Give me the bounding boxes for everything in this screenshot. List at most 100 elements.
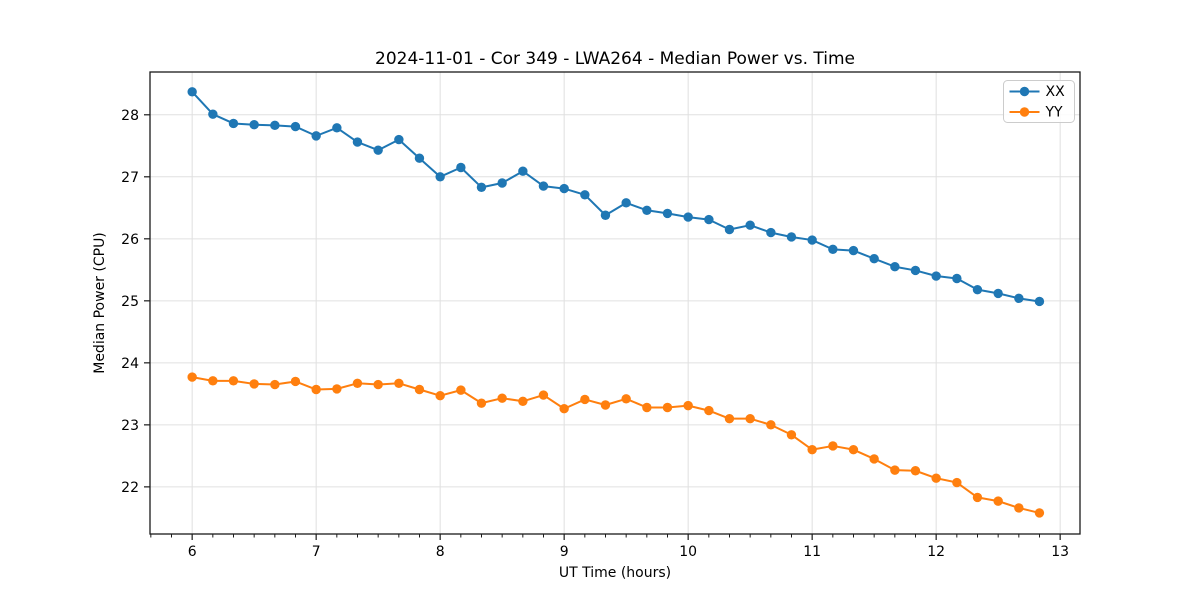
axis-ticks — [144, 114, 1061, 540]
data-point-YY — [1014, 503, 1024, 513]
x-axis-label: UT Time (hours) — [559, 565, 671, 581]
data-point-YY — [704, 405, 714, 416]
data-point-XX — [476, 182, 487, 193]
data-point-XX — [890, 262, 900, 272]
legend-label-XX: XX — [1046, 84, 1066, 100]
data-point-XX — [704, 214, 714, 225]
data-point-YY — [807, 444, 817, 455]
data-point-XX — [869, 253, 879, 264]
data-point-XX — [373, 145, 383, 155]
data-point-YY — [414, 384, 425, 395]
data-point-YY — [228, 376, 239, 386]
data-point-YY — [290, 376, 301, 387]
data-point-XX — [352, 137, 363, 147]
y-tick-label: 25 — [121, 294, 139, 310]
data-point-YY — [931, 473, 941, 483]
legend-sample-marker — [1019, 107, 1030, 117]
data-point-XX — [766, 227, 776, 238]
y-tick-label: 27 — [121, 170, 139, 186]
data-point-YY — [662, 402, 673, 413]
data-point-XX — [683, 212, 693, 222]
data-point-XX — [290, 121, 301, 132]
x-tick-label: 10 — [679, 544, 697, 560]
data-point-YY — [890, 465, 900, 475]
data-point-XX — [848, 245, 859, 256]
data-point-YY — [394, 378, 404, 389]
data-point-XX — [828, 244, 838, 255]
data-point-XX — [497, 178, 507, 188]
data-point-YY — [332, 384, 342, 394]
data-point-XX — [724, 224, 735, 235]
data-point-XX — [518, 166, 528, 176]
data-point-XX — [249, 120, 259, 130]
data-point-YY — [580, 394, 590, 405]
data-point-XX — [993, 288, 1003, 299]
data-point-YY — [497, 393, 507, 403]
x-tick-label: 7 — [312, 544, 321, 560]
series-line-YY — [191, 376, 1041, 514]
x-tick-label: 8 — [436, 544, 445, 560]
data-point-XX — [580, 190, 590, 200]
y-tick-label: 28 — [121, 108, 139, 124]
data-point-XX — [662, 208, 673, 219]
y-tick-label: 23 — [121, 418, 139, 434]
x-tick-label: 6 — [188, 544, 197, 560]
data-point-XX — [910, 265, 921, 276]
data-point-XX — [456, 162, 466, 173]
data-point-YY — [311, 384, 321, 395]
data-point-YY — [559, 404, 569, 414]
data-point-YY — [828, 441, 838, 451]
data-point-YY — [456, 385, 466, 395]
data-point-YY — [724, 413, 735, 424]
data-point-XX — [621, 198, 631, 208]
data-point-YY — [642, 402, 652, 413]
x-tick-label: 9 — [560, 544, 569, 560]
data-series — [187, 87, 1045, 518]
data-point-YY — [848, 444, 859, 455]
data-point-XX — [786, 232, 797, 242]
data-point-YY — [373, 379, 383, 390]
y-tick-label: 26 — [121, 232, 139, 248]
data-point-XX — [187, 87, 197, 97]
data-point-XX — [208, 109, 218, 119]
data-point-YY — [972, 492, 983, 503]
data-point-XX — [952, 273, 962, 284]
data-point-XX — [807, 235, 817, 245]
data-point-YY — [476, 398, 487, 408]
data-point-YY — [745, 413, 755, 424]
data-point-XX — [931, 271, 941, 281]
data-point-XX — [559, 183, 569, 194]
data-point-YY — [786, 430, 797, 440]
gridlines — [150, 72, 1080, 534]
data-point-YY — [270, 379, 280, 390]
y-axis-label: Median Power (CPU) — [92, 232, 108, 374]
x-tick-label: 11 — [803, 544, 821, 560]
legend: XX YY — [1003, 80, 1075, 123]
data-point-XX — [745, 220, 755, 230]
tick-labels: 6 7 8 9 10 11 12 13 22 23 24 25 26 27 28 — [121, 108, 1069, 560]
data-point-XX — [538, 181, 549, 191]
data-point-YY — [869, 454, 879, 464]
x-tick-label: 13 — [1051, 544, 1069, 560]
data-point-XX — [394, 134, 404, 145]
data-point-YY — [352, 378, 363, 389]
legend-sample-marker — [1019, 86, 1030, 97]
data-point-XX — [414, 153, 425, 163]
data-point-YY — [208, 376, 218, 386]
data-point-YY — [600, 400, 611, 410]
y-tick-label: 24 — [121, 356, 139, 372]
y-tick-label: 22 — [121, 480, 139, 496]
data-point-XX — [311, 131, 321, 141]
data-point-YY — [993, 496, 1003, 506]
data-point-YY — [952, 477, 962, 488]
data-point-YY — [683, 400, 693, 411]
data-point-YY — [435, 391, 445, 401]
data-point-XX — [1014, 293, 1024, 304]
legend-label-YY: YY — [1045, 105, 1064, 121]
data-point-YY — [766, 420, 776, 430]
data-point-XX — [228, 118, 239, 129]
data-point-YY — [910, 466, 921, 476]
data-point-XX — [270, 120, 280, 131]
